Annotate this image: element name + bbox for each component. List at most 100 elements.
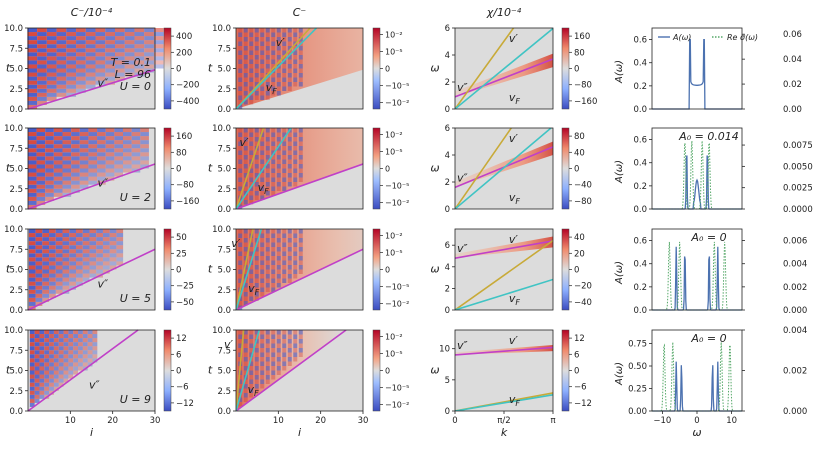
heatmap-cell bbox=[62, 233, 70, 238]
heatmap-cell bbox=[287, 348, 292, 353]
colorbar-tick-label: 40 bbox=[574, 233, 585, 243]
label-v2: v″ bbox=[457, 242, 469, 255]
heatmap-cell bbox=[298, 64, 303, 69]
colorbar bbox=[372, 127, 381, 210]
heatmap-cell bbox=[66, 88, 77, 93]
heatmap-cell bbox=[62, 257, 70, 262]
heatmap-cell bbox=[105, 172, 115, 177]
heatmap-cell bbox=[49, 257, 56, 262]
heatmap-cell bbox=[114, 68, 125, 73]
heatmap-cell bbox=[44, 374, 50, 379]
heatmap-cell bbox=[39, 394, 45, 399]
y-tick-label: 0.0 bbox=[217, 407, 231, 417]
heatmap-cell bbox=[69, 237, 76, 242]
heatmap-cell bbox=[124, 52, 135, 57]
heatmap-cell bbox=[109, 253, 117, 258]
label-v1: v′ bbox=[509, 32, 519, 45]
heatmap-cell bbox=[122, 148, 132, 153]
heatmap-cell bbox=[243, 361, 248, 366]
heatmap-cell bbox=[238, 186, 243, 191]
heatmap-cell bbox=[85, 36, 96, 41]
heatmap-cell bbox=[46, 56, 57, 61]
y-tick-label: 0.0 bbox=[9, 407, 23, 417]
heatmap-cell bbox=[293, 137, 298, 142]
heatmap-cell bbox=[27, 144, 37, 149]
heatmap-cell bbox=[69, 265, 76, 270]
heatmap-cell bbox=[55, 233, 63, 238]
heatmap-cell bbox=[260, 330, 265, 335]
heatmap-cell bbox=[42, 261, 50, 266]
heatmap-cell bbox=[249, 73, 254, 78]
heatmap-cell bbox=[89, 233, 97, 238]
heatmap-cell bbox=[238, 155, 243, 160]
heatmap-cell bbox=[27, 196, 37, 201]
heatmap-cell bbox=[271, 59, 276, 64]
heatmap-cell bbox=[37, 96, 47, 101]
heatmap-cell bbox=[254, 77, 259, 82]
heatmap-cell bbox=[238, 269, 243, 274]
heatmap-cell bbox=[49, 370, 54, 375]
colorbar-tick-label: −10⁻² bbox=[385, 300, 409, 309]
heatmap-cell bbox=[95, 48, 106, 53]
heatmap-cell bbox=[76, 28, 86, 33]
heatmap-cell bbox=[116, 249, 124, 254]
heatmap-cell bbox=[68, 346, 74, 351]
heatmap-cell bbox=[116, 233, 124, 238]
heatmap-cell bbox=[114, 32, 125, 37]
heatmap-cell bbox=[29, 402, 35, 407]
heatmap-cell bbox=[238, 91, 243, 96]
heatmap-cell bbox=[287, 247, 292, 252]
heatmap-cell bbox=[95, 80, 106, 85]
heatmap-cell bbox=[55, 285, 63, 290]
heatmap-cell bbox=[92, 350, 98, 355]
heatmap-cell bbox=[298, 141, 303, 146]
heatmap-cell bbox=[69, 253, 76, 258]
heatmap-cell bbox=[45, 172, 54, 177]
heatmap-cell bbox=[293, 155, 298, 160]
heatmap-cell bbox=[49, 293, 56, 298]
heatmap-cell bbox=[69, 245, 76, 250]
heatmap-cell bbox=[131, 160, 141, 165]
heatmap-cell bbox=[96, 245, 103, 250]
heatmap-cell bbox=[249, 46, 254, 51]
heatmap-cell bbox=[66, 48, 77, 53]
heatmap-cell bbox=[55, 269, 63, 274]
heatmap-cell bbox=[63, 374, 69, 379]
heatmap-cell bbox=[39, 366, 45, 371]
heatmap-cell bbox=[53, 374, 59, 379]
heatmap-cell bbox=[62, 172, 72, 177]
heatmap-cell bbox=[124, 56, 135, 61]
heatmap-cell bbox=[282, 132, 287, 137]
heatmap-cell bbox=[73, 366, 79, 371]
heatmap-cell bbox=[44, 390, 50, 395]
heatmap-cell bbox=[53, 330, 59, 335]
heatmap-cell bbox=[39, 390, 45, 395]
heatmap-cell bbox=[75, 257, 83, 262]
heatmap-cell bbox=[243, 339, 248, 344]
label-v2: v″ bbox=[457, 171, 469, 184]
heatmap-cell bbox=[293, 159, 298, 164]
heatmap-cell bbox=[78, 334, 83, 339]
heatmap-cell bbox=[58, 334, 64, 339]
heatmap-cell bbox=[89, 237, 97, 242]
y-tick-label: 10.0 bbox=[4, 24, 23, 34]
heatmap-cell bbox=[238, 397, 243, 402]
heatmap-cell bbox=[45, 180, 54, 185]
heatmap-cell bbox=[114, 128, 123, 133]
heatmap-cell bbox=[55, 253, 63, 258]
colorbar bbox=[372, 228, 381, 311]
label-v2: v″ bbox=[98, 76, 110, 89]
y-axis-label: A(ω) bbox=[614, 362, 625, 386]
heatmap-cell bbox=[66, 28, 77, 33]
heatmap-cell bbox=[39, 362, 45, 367]
heatmap-cell bbox=[293, 50, 298, 55]
heatmap-cell bbox=[140, 164, 149, 169]
heatmap-cell bbox=[243, 334, 248, 339]
param-label: U = 9 bbox=[120, 393, 151, 406]
y2-tick-label: 0.04 bbox=[783, 55, 802, 65]
heatmap-cell bbox=[260, 260, 265, 265]
x-tick-label: 20 bbox=[107, 416, 118, 426]
heatmap-cell bbox=[78, 330, 83, 335]
